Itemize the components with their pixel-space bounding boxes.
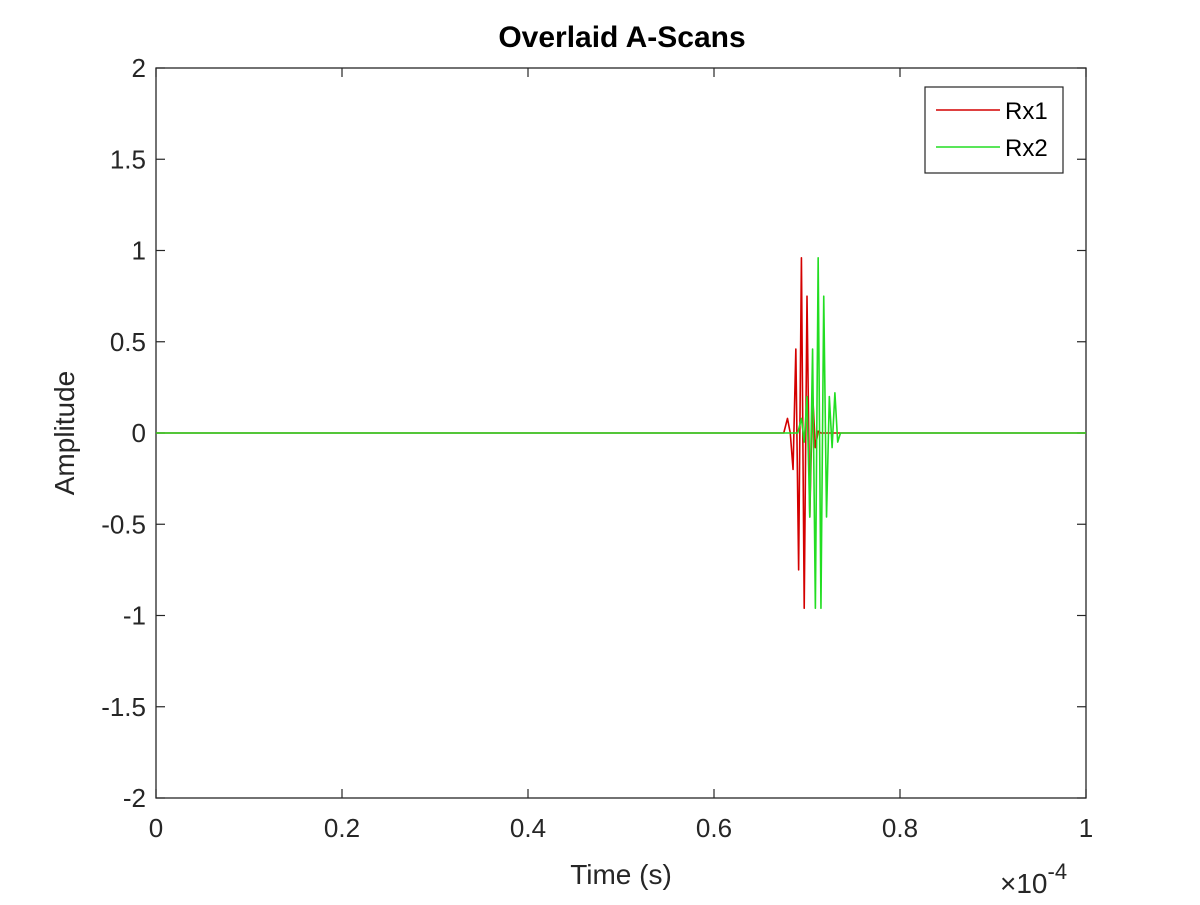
x-tick-label: 0.6 xyxy=(696,813,732,843)
y-axis-label: Amplitude xyxy=(49,371,80,496)
y-tick-label: -1 xyxy=(123,601,146,631)
legend-entry-label: Rx2 xyxy=(1005,135,1048,162)
series-line-rx2 xyxy=(156,256,1086,610)
y-tick-label: 1.5 xyxy=(110,144,146,174)
y-tick-label: -2 xyxy=(123,783,146,813)
x-tick-label: 0 xyxy=(149,813,163,843)
legend-entry-label: Rx1 xyxy=(1005,98,1048,125)
x-axis-label: Time (s) xyxy=(570,859,672,890)
y-tick-label: 0.5 xyxy=(110,327,146,357)
x-tick-label: 1 xyxy=(1079,813,1093,843)
x-axis-exponent-base: ×10 xyxy=(1000,868,1048,899)
x-tick-label: 0.2 xyxy=(324,813,360,843)
y-tick-label: 1 xyxy=(132,236,146,266)
legend-box xyxy=(924,86,1064,174)
chart-title: Overlaid A-Scans xyxy=(498,21,745,54)
y-tick-label: 2 xyxy=(132,53,146,83)
series-layer xyxy=(156,256,1086,610)
x-tick-label: 0.8 xyxy=(882,813,918,843)
x-tick-label: 0.4 xyxy=(510,813,546,843)
y-tick-label: 0 xyxy=(132,418,146,448)
x-axis-exponent: ×10-4 xyxy=(1000,859,1067,899)
y-tick-label: -0.5 xyxy=(101,509,146,539)
y-tick-label: -1.5 xyxy=(101,692,146,722)
x-axis-exponent-power: -4 xyxy=(1048,859,1068,884)
axis-ticks: 0 0.2 0.4 0.6 0.8 1 2 1.5 1 0.5 0 -0.5 -1 -1.5 -2 xyxy=(101,53,1093,843)
